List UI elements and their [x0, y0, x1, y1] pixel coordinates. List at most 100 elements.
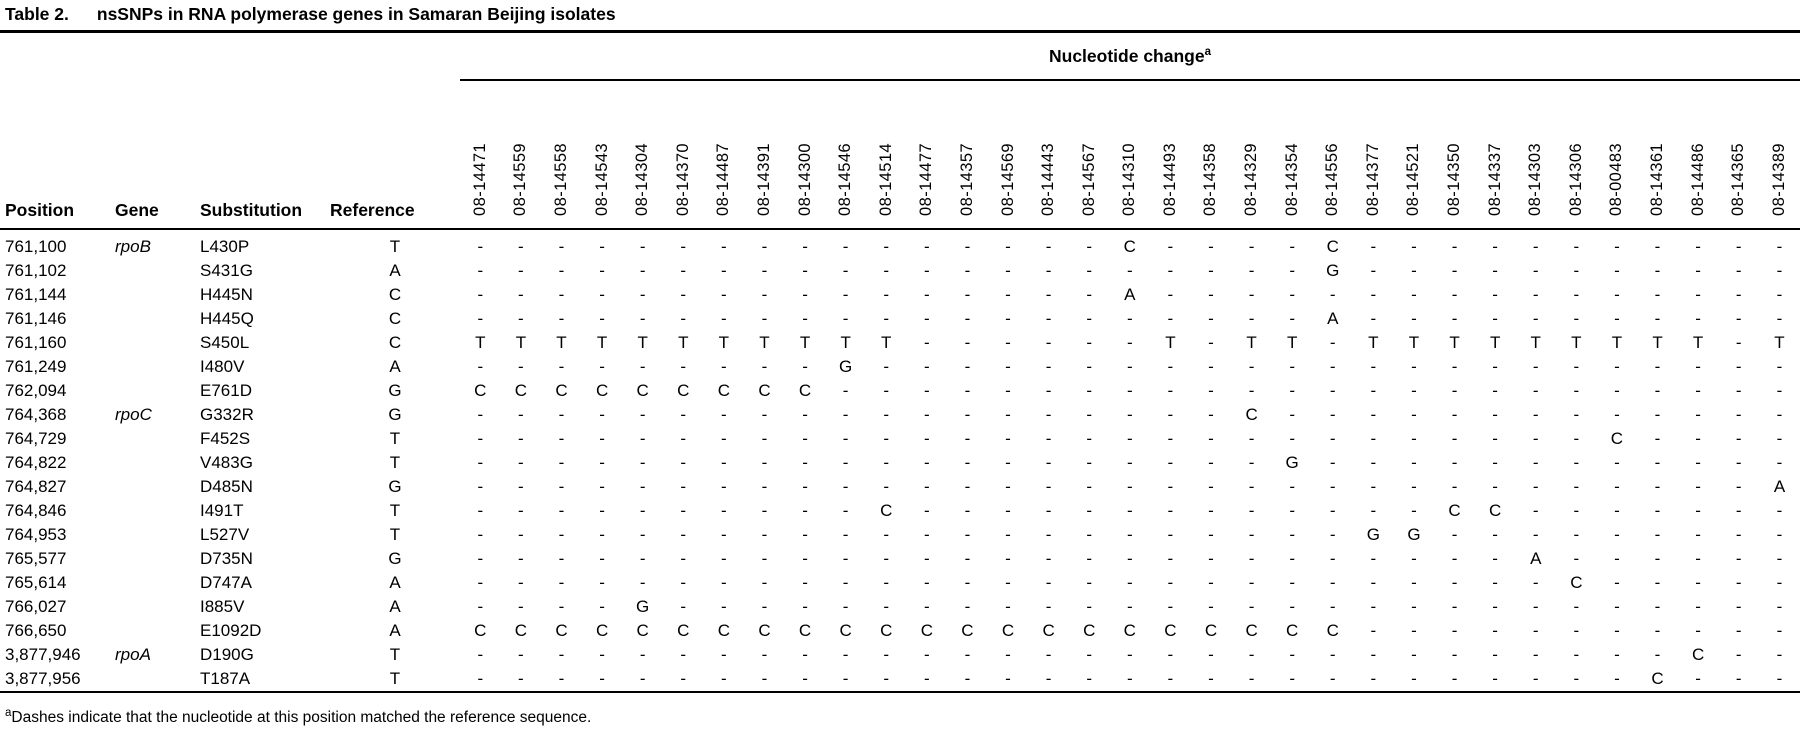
column-header-row: Position Gene Substitution Reference 08-…	[0, 80, 1800, 230]
nucleotide-cell: -	[1208, 645, 1214, 664]
nucleotide-cell: -	[1126, 597, 1133, 616]
nucleotide-change-header: Nucleotide changea	[460, 33, 1800, 81]
nucleotide-cell: -	[500, 667, 542, 693]
nucleotide-cell: -	[680, 573, 687, 592]
nucleotide-cell: -	[1370, 477, 1377, 496]
nucleotide-cell: T	[515, 333, 527, 352]
reference-cell: G	[388, 549, 402, 568]
nucleotide-cell: -	[883, 645, 890, 664]
nucleotide-cell: -	[1695, 621, 1701, 640]
nucleotide-cell: -	[923, 549, 930, 568]
nucleotide-cell: -	[761, 357, 768, 376]
isolate-id-label: 08-14329	[1242, 143, 1261, 216]
isolate-id-label: 08-14306	[1566, 143, 1585, 216]
nucleotide-cell: -	[1614, 573, 1620, 592]
isolate-header: 08-14350	[1434, 80, 1475, 230]
nucleotide-cell: -	[1776, 597, 1783, 616]
table-row: 764,368 rpoC G332R G - - - - - - - - - - - - - - - - - - - C - - -…	[0, 403, 1800, 427]
nucleotide-cell: -	[761, 525, 768, 544]
nucleotide-cell: -	[1086, 237, 1093, 256]
isolate-id-label: 08-14514	[876, 143, 895, 216]
nucleotide-cell: -	[1573, 501, 1580, 520]
nucleotide-cell: -	[1208, 429, 1214, 448]
nucleotide-cell: C	[1637, 667, 1678, 693]
position-cell: 764,729	[5, 429, 67, 448]
nucleotide-cell: -	[1614, 549, 1620, 568]
isolate-header: 08-14300	[784, 80, 826, 230]
nucleotide-cell: -	[883, 429, 890, 448]
nucleotide-cell: -	[923, 333, 930, 352]
nucleotide-cell: -	[1654, 621, 1661, 640]
isolate-header: 08-00483	[1596, 80, 1638, 230]
isolate-id-label: 08-14559	[511, 143, 530, 216]
nucleotide-cell: T	[1165, 333, 1176, 352]
nucleotide-cell: -	[1086, 501, 1093, 520]
substitution-cell: D747A	[200, 573, 252, 592]
nucleotide-cell: -	[1532, 501, 1539, 520]
nucleotide-cell: G	[839, 357, 853, 376]
nucleotide-cell: -	[964, 381, 971, 400]
nucleotide-cell: C	[1448, 501, 1461, 520]
nucleotide-cell: -	[721, 285, 727, 304]
nucleotide-cell: T	[1489, 333, 1501, 352]
nucleotide-cell: -	[558, 501, 565, 520]
nucleotide-cell: -	[599, 285, 605, 304]
isolate-id-label: 08-00483	[1607, 143, 1626, 216]
nucleotide-cell: G	[1326, 261, 1340, 280]
nucleotide-cell: -	[1735, 477, 1742, 496]
nucleotide-cell: -	[1126, 333, 1133, 352]
nucleotide-cell: T	[637, 333, 648, 352]
snp-table: Nucleotide changea Position Gene Substit…	[0, 33, 1800, 693]
nucleotide-cell: G	[636, 597, 650, 616]
reference-cell: G	[388, 405, 402, 424]
nucleotide-cell: -	[558, 357, 565, 376]
nucleotide-cell: -	[923, 645, 930, 664]
isolate-header: 08-14471	[460, 80, 501, 230]
position-cell: 766,650	[5, 621, 67, 640]
nucleotide-cell: -	[1532, 621, 1539, 640]
gene-cell: rpoA	[115, 645, 151, 664]
nucleotide-cell: -	[680, 597, 687, 616]
nucleotide-cell: -	[1208, 333, 1214, 352]
isolate-id-label: 08-14556	[1323, 143, 1342, 216]
nucleotide-change-label: Nucleotide change	[1049, 45, 1205, 66]
nucleotide-cell: -	[842, 429, 849, 448]
nucleotide-cell: -	[1248, 429, 1255, 448]
nucleotide-cell: -	[1248, 453, 1255, 472]
table-row: 765,614 D747A A - - - - - - - - - - - - - - - - - - - - - - - - - - -…	[0, 571, 1800, 595]
nucleotide-cell: -	[842, 549, 849, 568]
nucleotide-cell: -	[1776, 429, 1783, 448]
isolate-header: 08-14337	[1474, 80, 1516, 230]
nucleotide-cell: -	[518, 285, 524, 304]
table-row: 761,144 H445N C - - - - - - - - - - - - - - - - A - - - - - - - - - -…	[0, 283, 1800, 307]
nucleotide-cell: -	[1208, 453, 1214, 472]
nucleotide-cell: -	[1573, 477, 1580, 496]
nucleotide-cell: -	[1248, 309, 1255, 328]
nucleotide-cell: -	[1126, 549, 1133, 568]
nucleotide-cell: -	[761, 237, 768, 256]
substitution-cell: I491T	[200, 501, 244, 520]
isolate-header: 08-14357	[947, 80, 988, 230]
nucleotide-cell: -	[1695, 357, 1701, 376]
nucleotide-cell: -	[1776, 453, 1783, 472]
nucleotide-cell: -	[1695, 453, 1701, 472]
nucleotide-cell: T	[881, 333, 892, 352]
nucleotide-cell: -	[1451, 285, 1458, 304]
nucleotide-cell: -	[1492, 405, 1498, 424]
nucleotide-cell: -	[680, 501, 687, 520]
nucleotide-cell: C	[1245, 405, 1258, 424]
nucleotide-cell: -	[1167, 285, 1174, 304]
nucleotide-cell: -	[1451, 597, 1458, 616]
nucleotide-cell: -	[558, 405, 565, 424]
nucleotide-cell: -	[1492, 453, 1498, 472]
nucleotide-cell: -	[1776, 621, 1783, 640]
nucleotide-cell: -	[581, 667, 623, 693]
nucleotide-cell: -	[964, 237, 971, 256]
nucleotide-cell: C	[717, 381, 730, 400]
nucleotide-cell: -	[1005, 237, 1011, 256]
isolate-header: 08-14493	[1150, 80, 1191, 230]
reference-cell: G	[388, 381, 402, 400]
nucleotide-cell: -	[680, 237, 687, 256]
nucleotide-cell: -	[1451, 381, 1458, 400]
